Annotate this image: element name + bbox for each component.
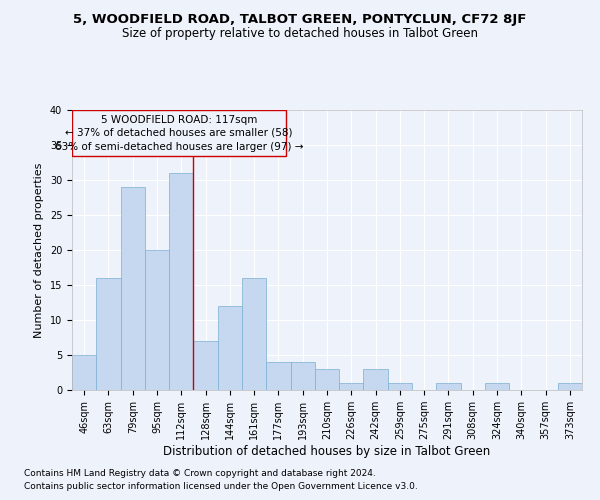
Bar <box>169 173 193 390</box>
Bar <box>315 369 339 390</box>
Bar <box>436 383 461 390</box>
Bar <box>485 383 509 390</box>
Text: 63% of semi-detached houses are larger (97) →: 63% of semi-detached houses are larger (… <box>55 142 303 152</box>
Text: 5 WOODFIELD ROAD: 117sqm: 5 WOODFIELD ROAD: 117sqm <box>101 115 257 125</box>
Bar <box>558 383 582 390</box>
Bar <box>290 362 315 390</box>
Bar <box>339 383 364 390</box>
Bar <box>72 355 96 390</box>
Bar <box>145 250 169 390</box>
Bar <box>364 369 388 390</box>
X-axis label: Distribution of detached houses by size in Talbot Green: Distribution of detached houses by size … <box>163 445 491 458</box>
Text: Contains public sector information licensed under the Open Government Licence v3: Contains public sector information licen… <box>24 482 418 491</box>
Bar <box>121 187 145 390</box>
Text: Contains HM Land Registry data © Crown copyright and database right 2024.: Contains HM Land Registry data © Crown c… <box>24 468 376 477</box>
Bar <box>242 278 266 390</box>
Bar <box>72 110 286 156</box>
Text: ← 37% of detached houses are smaller (58): ← 37% of detached houses are smaller (58… <box>65 127 293 137</box>
Bar <box>218 306 242 390</box>
Bar <box>266 362 290 390</box>
Text: 5, WOODFIELD ROAD, TALBOT GREEN, PONTYCLUN, CF72 8JF: 5, WOODFIELD ROAD, TALBOT GREEN, PONTYCL… <box>73 12 527 26</box>
Y-axis label: Number of detached properties: Number of detached properties <box>34 162 44 338</box>
Bar <box>96 278 121 390</box>
Bar <box>193 341 218 390</box>
Text: Size of property relative to detached houses in Talbot Green: Size of property relative to detached ho… <box>122 28 478 40</box>
Bar <box>388 383 412 390</box>
